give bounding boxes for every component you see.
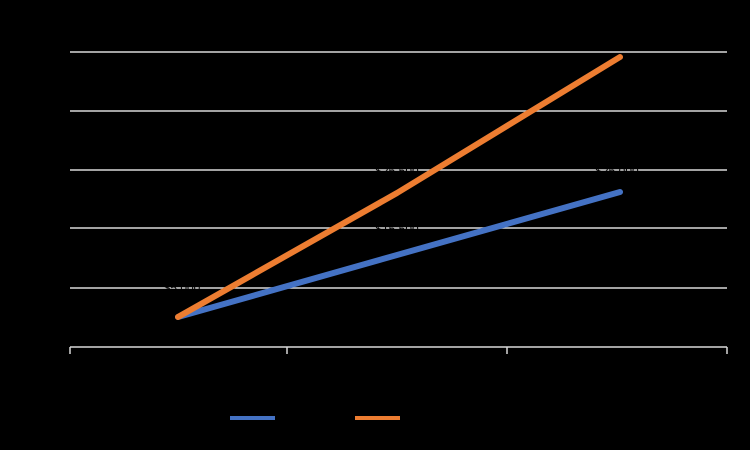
x-axis bbox=[69, 346, 728, 354]
data-label-blue-end: $26,000 bbox=[595, 164, 639, 178]
legend bbox=[230, 416, 400, 420]
legend-swatch-blue bbox=[230, 416, 275, 420]
series-line-blue bbox=[175, 189, 623, 320]
data-label-orange-end: $49,000 bbox=[598, 34, 642, 48]
y-gridlines bbox=[70, 51, 727, 289]
series-line-orange bbox=[175, 54, 623, 320]
legend-swatch-orange bbox=[355, 416, 400, 420]
data-label-start: $5,000 bbox=[164, 281, 201, 295]
data-labels: $5,000 $15,500 $26,000 $26,500 $49,000 bbox=[164, 34, 642, 295]
data-label-blue-mid: $15,500 bbox=[375, 222, 419, 236]
data-label-orange-mid: $26,500 bbox=[375, 164, 419, 178]
